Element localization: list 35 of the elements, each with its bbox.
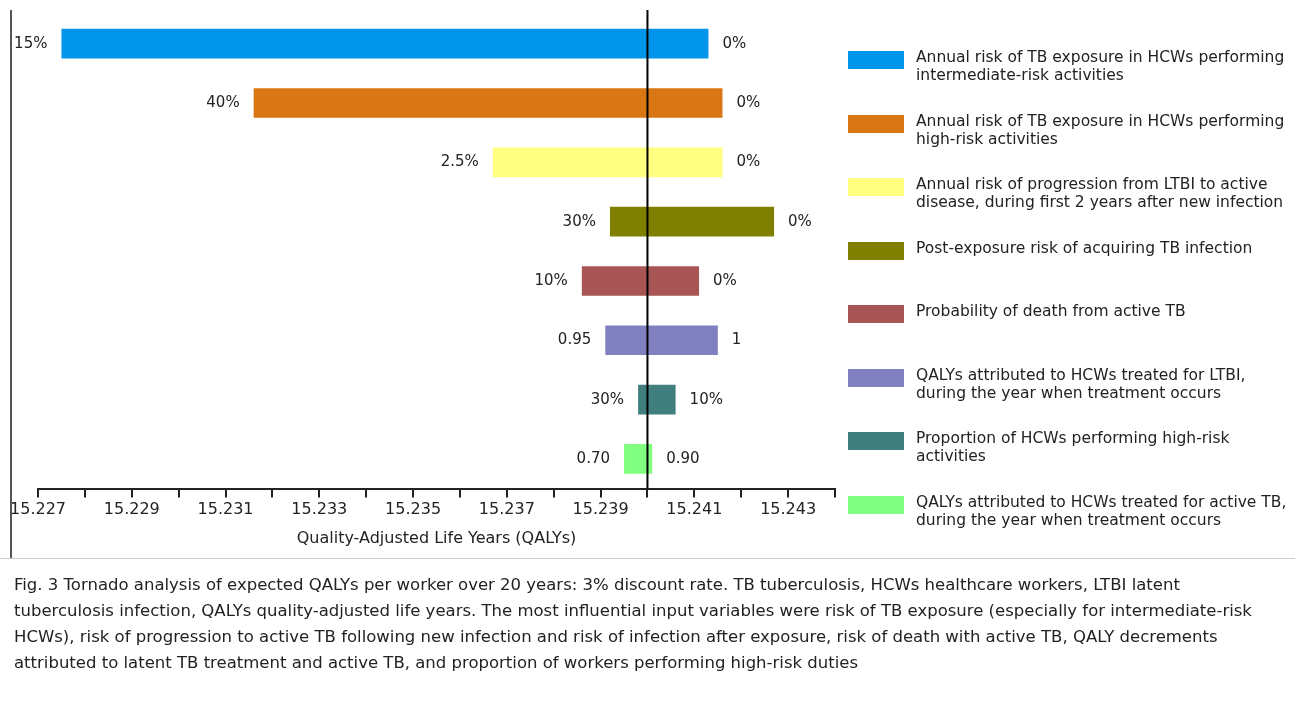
x-tick-label: 15.229 xyxy=(103,499,160,519)
annotation: 0% xyxy=(788,211,812,230)
annotation: 0.70 xyxy=(576,448,611,467)
annotation: 1 xyxy=(731,330,742,349)
legend-label: QALYs attributed to HCWs treated for active TB, during the year when treatment occurs xyxy=(916,492,1288,529)
legend-label: Proportion of HCWs performing high-risk activities xyxy=(916,429,1231,465)
legend-label: Probability of death from active TB xyxy=(916,302,1186,320)
annotation: 0% xyxy=(713,270,737,289)
annotation: 0% xyxy=(736,92,761,111)
x-tick-label: 15.241 xyxy=(666,499,723,519)
annotation: 0% xyxy=(722,33,747,52)
legend-label: QALYs attributed to HCWs treated for LTBI, during the year when treatment occurs xyxy=(916,365,1247,402)
legend-label: Annual risk of TB exposure in HCWs performing intermediate-risk activities xyxy=(916,48,1286,84)
annotation: 15% xyxy=(14,33,48,52)
annotation: 10% xyxy=(534,270,568,289)
annotation: 30% xyxy=(590,389,625,408)
x-tick-label: 15.231 xyxy=(197,499,254,519)
x-tick-label: 15.227 xyxy=(10,499,66,519)
legend-label: Annual risk of TB exposure in HCWs performing high-risk activities xyxy=(916,111,1286,148)
x-tick-label: 15.243 xyxy=(760,499,817,519)
legend-label: Annual risk of progression from LTBI to active disease, during first 2 years after new infection xyxy=(916,175,1285,211)
caption: Fig. 3 Tornado analysis of expected QALYs per worker over 20 years: 3% discount rate. TB tuberculosis, HCWs healthcare workers, LTBI latent tuberculosis infection, QALYs quality-adjusted life years. The most influential input variables were risk of TB exposure (especially for intermediate-risk HCWs), risk of progression to active TB following new infection and risk of infection after exposure, risk of death with active TB, QALY decrements attributed to latent TB treatment and active TB, and proportion of workers performing high-risk duties xyxy=(14,574,1253,674)
annotation: 40% xyxy=(206,92,240,111)
annotation: 0.90 xyxy=(666,448,700,467)
x-tick-label: 15.237 xyxy=(478,499,535,519)
x-axis-title: Quality-Adjusted Life Years (QALYs) xyxy=(296,527,577,547)
annotation: 10% xyxy=(689,389,723,408)
annotation: 2.5% xyxy=(440,152,479,171)
annotation: 30% xyxy=(562,211,596,230)
x-tick-label: 15.239 xyxy=(572,499,629,519)
x-tick-label: 15.233 xyxy=(291,499,348,519)
annotation: 0.95 xyxy=(557,330,592,349)
annotation: 0% xyxy=(736,152,761,171)
x-tick-label: 15.235 xyxy=(385,499,442,519)
legend-label: Post-exposure risk of acquiring TB infection xyxy=(916,238,1253,257)
